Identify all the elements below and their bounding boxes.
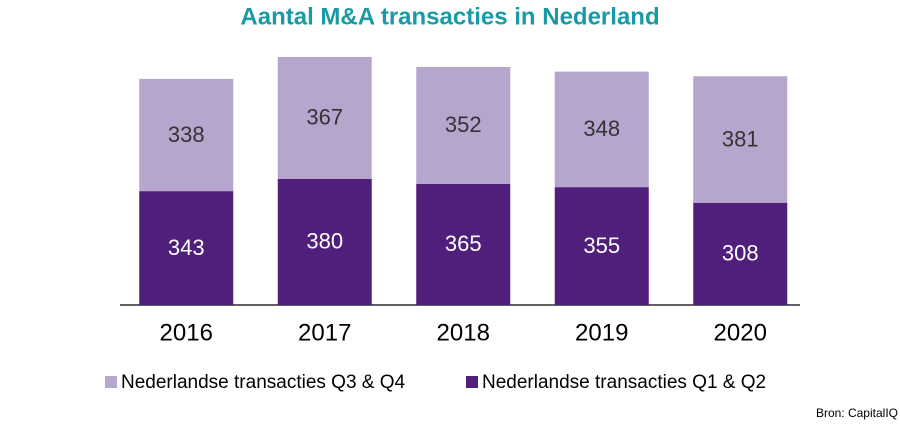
chart-title: Aantal M&A transacties in Nederland: [240, 3, 659, 30]
value-label: 367: [306, 105, 343, 130]
value-label: 365: [445, 231, 482, 256]
x-tick-label: 2017: [298, 319, 351, 346]
value-label: 381: [722, 126, 759, 151]
bar-segment: [139, 78, 234, 192]
x-tick-label: 2016: [160, 319, 213, 346]
x-tick-label: 2018: [437, 319, 490, 346]
source: Bron: CapitalIQ: [816, 406, 898, 420]
bar-segment: [139, 191, 234, 305]
bar-segment: [554, 71, 649, 188]
legend-swatch: [105, 376, 117, 388]
value-label: 308: [722, 241, 759, 266]
legend-label: Nederlandse transacties Q3 & Q4: [121, 372, 406, 393]
value-label: 343: [168, 235, 205, 260]
bar-segment: [277, 56, 372, 179]
value-label: 355: [583, 233, 620, 258]
bar-segment: [416, 66, 511, 184]
value-label: 352: [445, 112, 482, 137]
bar-segment: [554, 187, 649, 305]
x-tick-label: 2019: [575, 319, 628, 346]
value-label: 338: [168, 122, 205, 147]
bar-segment: [693, 202, 788, 305]
value-label: 380: [306, 229, 343, 254]
bar-segment: [416, 183, 511, 305]
legend-label: Nederlandse transacties Q1 & Q2: [482, 372, 766, 393]
legend-swatch: [466, 376, 478, 388]
value-label: 348: [583, 116, 620, 141]
bar-segment: [277, 178, 372, 305]
bar-segment: [693, 76, 788, 203]
x-tick-label: 2020: [714, 319, 767, 346]
